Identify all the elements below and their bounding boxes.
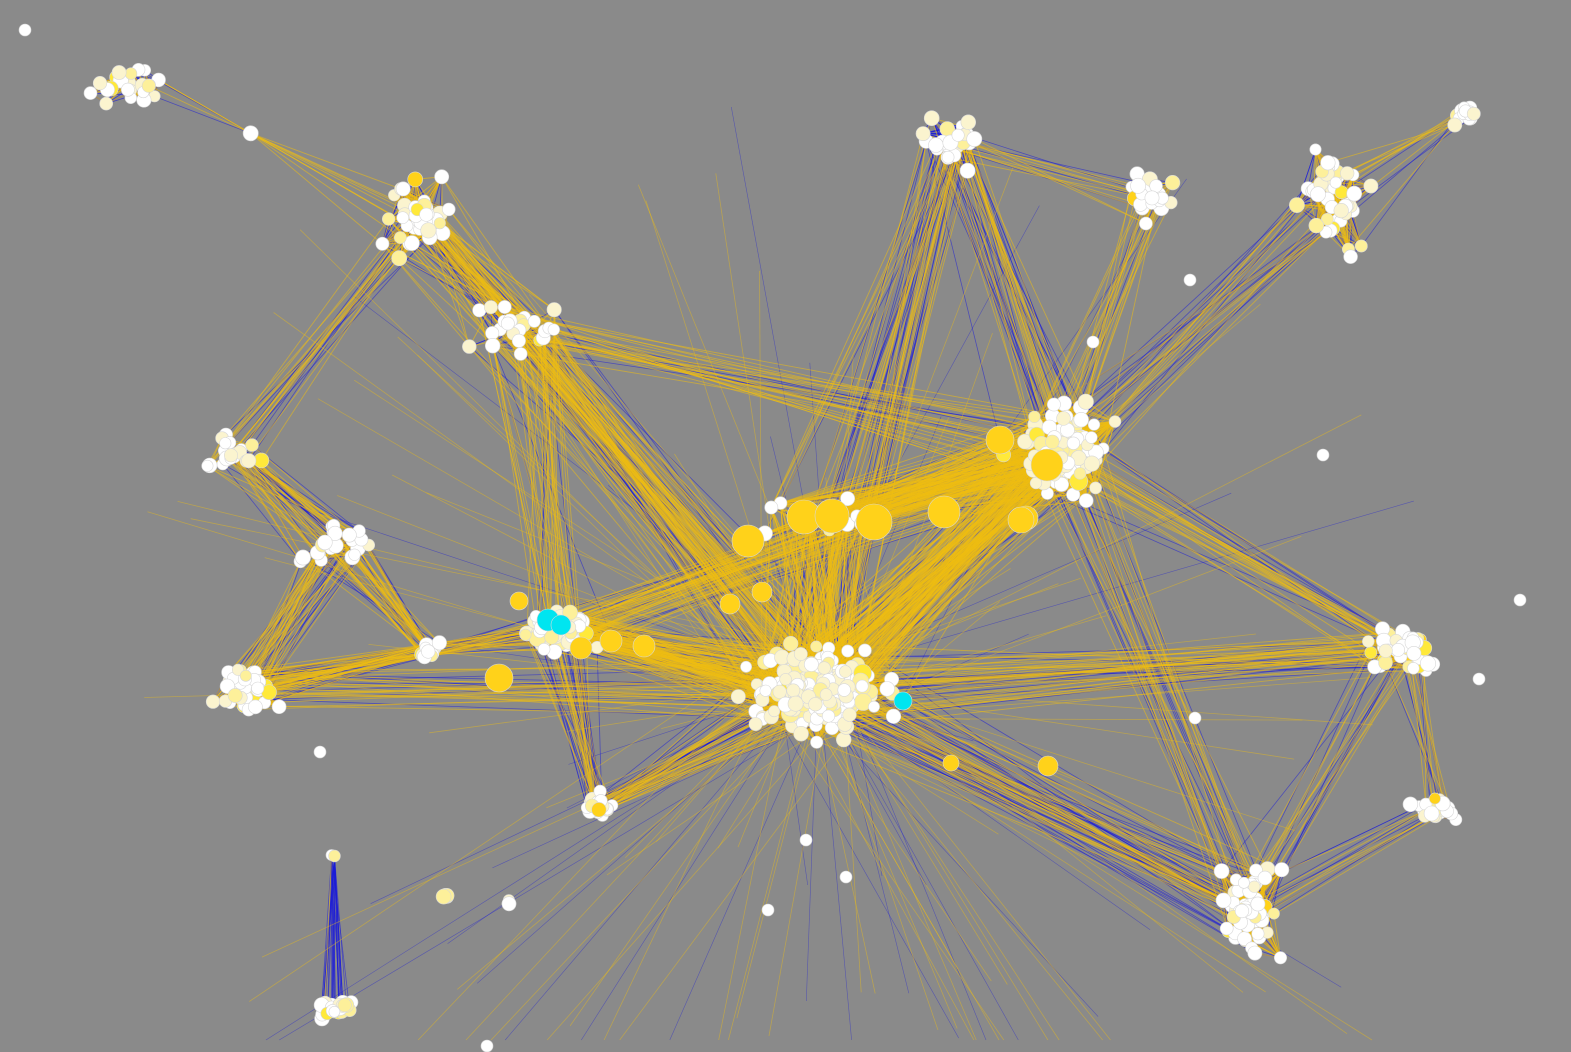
graph-edge-blue (222, 463, 301, 562)
graph-edge-blue (778, 693, 1257, 871)
graph-edge-blue (1360, 115, 1458, 247)
graph-edge-blue (950, 142, 1155, 202)
graph-edge-blue (773, 711, 959, 1039)
graph-edge-blue (843, 689, 987, 1041)
graph-edge-blue (1221, 647, 1400, 872)
graph-edge-blue (838, 675, 1275, 914)
graph-edge-blue (327, 855, 332, 1010)
graph-edge-blue (1052, 415, 1421, 656)
graph-edge-blue (1257, 652, 1372, 905)
graph-edge-blue (321, 855, 332, 1006)
graph-edge-blue (785, 695, 1268, 933)
graph-edge-blue (1250, 810, 1426, 913)
graph-edge-blue (596, 647, 603, 810)
graph-edge-blue (830, 704, 1151, 931)
graph-edge-blue (779, 691, 1245, 939)
graph-edge-blue (669, 708, 816, 1041)
graph-edge-blue (804, 698, 1099, 1017)
graph-edge-blue (819, 695, 852, 1041)
graph-edge-blue (327, 855, 335, 1010)
graph-edge-blue (268, 534, 350, 693)
graph-edge-blue (265, 706, 793, 1041)
graph-edge-blue (1241, 803, 1426, 910)
graph-edge-gold (388, 176, 443, 220)
graph-edge-blue (1078, 189, 1315, 482)
graph-edge-blue (334, 855, 347, 1006)
graph-edge-blue (143, 91, 251, 134)
graph-edge-blue (864, 650, 1255, 885)
graph-edge-blue (820, 688, 1019, 1041)
graph-edge-blue (840, 720, 910, 994)
graph-edge-blue (837, 666, 1409, 680)
graph-edge-blue (504, 696, 799, 1041)
graph-edge-blue (251, 444, 360, 532)
graph-edge-blue (1255, 641, 1369, 871)
graph-edge-blue (935, 144, 1082, 420)
graph-edge-blue (1266, 869, 1283, 933)
graph-edge-blue (1257, 807, 1440, 905)
graph-edge-blue (334, 855, 344, 1006)
graph-edge-blue (1068, 426, 1433, 665)
graph-edge-blue (1281, 656, 1401, 870)
graph-edge-blue (581, 693, 802, 1041)
graph-edge-blue (821, 642, 1417, 659)
graph-edge-blue (492, 345, 1061, 431)
graph-edge-blue (1046, 187, 1334, 454)
graph-edge-blue (332, 855, 335, 1011)
graph-edge-blue (1296, 149, 1316, 206)
graph-edge-blue (279, 709, 832, 1041)
